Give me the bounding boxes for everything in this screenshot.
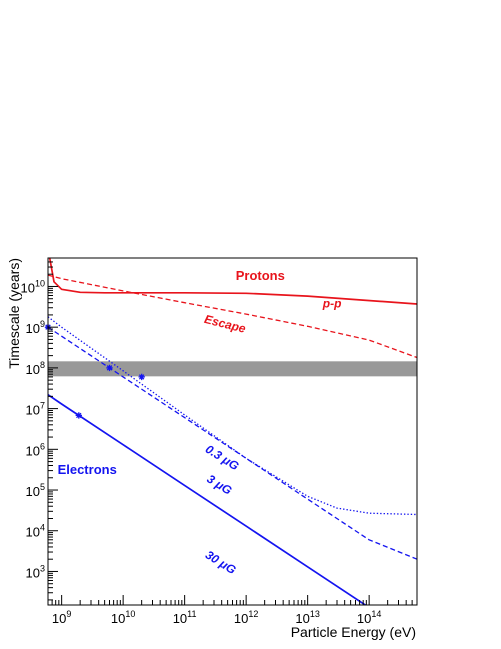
series-line-1 <box>48 274 417 359</box>
star-marker-2 <box>138 373 145 381</box>
y-tick-label-6: 109 <box>26 319 45 336</box>
shaded-band <box>48 361 417 377</box>
series-line-3 <box>48 326 417 560</box>
y-tick-label-1: 104 <box>26 523 45 540</box>
annotation-label-1: p-p <box>322 297 342 311</box>
y-tick-label-3: 106 <box>26 441 45 458</box>
series-line-0 <box>48 258 417 305</box>
y-tick-label-7: 1010 <box>21 279 45 296</box>
annotation-label-3: Electrons <box>58 462 117 477</box>
y-tick-label-2: 105 <box>26 482 45 499</box>
y-tick-label-0: 103 <box>26 564 45 581</box>
y-axis-label: Timescale (years) <box>6 258 22 369</box>
star-marker-1 <box>106 364 113 372</box>
y-tick-label-4: 107 <box>26 401 45 418</box>
annotation-label-0: Protons <box>236 268 285 283</box>
x-tick-label-3: 1012 <box>234 609 258 626</box>
x-tick-label-2: 1011 <box>173 609 197 626</box>
y-tick-label-5: 108 <box>26 360 45 377</box>
star-marker-0 <box>75 412 82 419</box>
x-tick-label-4: 1013 <box>295 609 319 626</box>
x-tick-label-5: 1014 <box>357 609 381 626</box>
series-line-4 <box>48 393 367 605</box>
x-axis-label: Particle Energy (eV) <box>291 624 416 640</box>
x-tick-label-1: 1010 <box>111 609 135 626</box>
x-tick-label-0: 109 <box>52 609 71 626</box>
